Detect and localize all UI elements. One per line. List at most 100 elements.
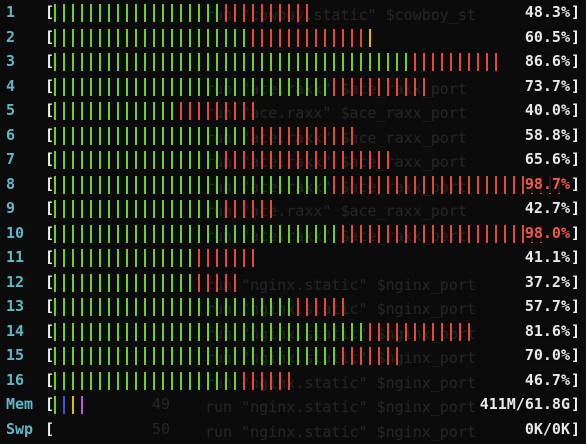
meter-open-bracket: [ xyxy=(45,273,54,291)
meter-tick xyxy=(450,176,452,194)
meter-tick xyxy=(342,127,344,145)
meter-tick xyxy=(225,298,227,316)
meter-tick xyxy=(126,225,128,243)
meter-tick xyxy=(234,200,236,218)
meter-tick xyxy=(108,225,110,243)
meter-tick xyxy=(252,200,254,218)
meter-tick xyxy=(144,29,146,47)
meter-tick xyxy=(324,127,326,145)
meter-tick xyxy=(144,249,146,267)
meter-tick xyxy=(198,29,200,47)
meter-tick xyxy=(72,151,74,169)
meter-value: 98.7% xyxy=(525,175,570,193)
meter-tick xyxy=(108,298,110,316)
meter-tick xyxy=(225,78,227,96)
meter-tick xyxy=(306,151,308,169)
meter-tick xyxy=(81,372,83,390)
meter-tick xyxy=(162,225,164,243)
meter-label: 3 xyxy=(6,52,46,70)
meter-tick xyxy=(72,102,74,120)
meter-tick xyxy=(432,176,434,194)
meter-tick xyxy=(99,323,101,341)
meter-tick xyxy=(396,225,398,243)
meter-tick xyxy=(90,298,92,316)
meter-tick xyxy=(99,53,101,71)
meter-tick xyxy=(162,127,164,145)
meter-tick xyxy=(414,225,416,243)
meter-tick xyxy=(270,347,272,365)
meter-tick xyxy=(207,78,209,96)
meter-tick xyxy=(108,102,110,120)
meter-tick xyxy=(234,225,236,243)
meter-row: 8[98.7%] xyxy=(0,173,586,198)
meter-tick xyxy=(144,200,146,218)
meter-tick xyxy=(495,225,497,243)
meter-tick xyxy=(315,347,317,365)
meter-tick xyxy=(72,396,74,414)
meter-tick xyxy=(522,225,524,243)
meter-tick xyxy=(324,151,326,169)
meter-tick xyxy=(261,323,263,341)
meter-value: 58.8% xyxy=(525,126,570,144)
meter-tick xyxy=(126,372,128,390)
meter-tick xyxy=(81,127,83,145)
meter-tick xyxy=(297,225,299,243)
meter-tick xyxy=(117,225,119,243)
meter-tick xyxy=(90,249,92,267)
meter-tick xyxy=(441,176,443,194)
meter-tick xyxy=(252,323,254,341)
meter-tick xyxy=(162,102,164,120)
meter-tick xyxy=(324,323,326,341)
meter-tick xyxy=(216,53,218,71)
meter-tick xyxy=(333,78,335,96)
meter-tick xyxy=(261,127,263,145)
meter-tick xyxy=(216,176,218,194)
meter-tick xyxy=(135,29,137,47)
meter-tick xyxy=(234,347,236,365)
meter-tick xyxy=(333,29,335,47)
meter-tick xyxy=(324,176,326,194)
meter-tick xyxy=(315,176,317,194)
meter-tick xyxy=(162,53,164,71)
meter-tick xyxy=(81,151,83,169)
meter-tick xyxy=(252,225,254,243)
meter-tick xyxy=(270,176,272,194)
meter-tick xyxy=(324,347,326,365)
meter-row: 5[40.0%] xyxy=(0,99,586,124)
meter-tick xyxy=(288,78,290,96)
meter-tick xyxy=(225,102,227,120)
meter-tick xyxy=(369,176,371,194)
meter-tick xyxy=(99,4,101,22)
meter-tick xyxy=(396,323,398,341)
meter-open-bracket: [ xyxy=(45,28,54,46)
meter-tick xyxy=(306,323,308,341)
meter-tick xyxy=(378,225,380,243)
meter-tick xyxy=(351,151,353,169)
meter-tick xyxy=(90,29,92,47)
meter-tick xyxy=(378,53,380,71)
meter-tick xyxy=(414,78,416,96)
meter-tick xyxy=(279,347,281,365)
meter-row: 13[57.7%] xyxy=(0,295,586,320)
meter-value: 46.7% xyxy=(525,371,570,389)
meter-tick xyxy=(342,29,344,47)
meter-tick xyxy=(207,372,209,390)
meter-tick xyxy=(153,347,155,365)
meter-tick xyxy=(108,4,110,22)
meter-tick xyxy=(297,298,299,316)
meter-tick xyxy=(378,78,380,96)
meter-tick xyxy=(261,372,263,390)
meter-tick xyxy=(99,372,101,390)
meter-tick xyxy=(423,225,425,243)
meter-tick xyxy=(117,347,119,365)
meter-tick xyxy=(225,249,227,267)
meter-tick xyxy=(180,200,182,218)
meter-tick xyxy=(90,78,92,96)
meter-tick xyxy=(171,53,173,71)
meter-tick xyxy=(81,274,83,292)
meter-row: 7[65.6%] xyxy=(0,148,586,173)
meter-tick xyxy=(117,249,119,267)
meter-tick xyxy=(189,298,191,316)
meter-tick xyxy=(99,176,101,194)
meter-row: 15[70.0%] xyxy=(0,344,586,369)
